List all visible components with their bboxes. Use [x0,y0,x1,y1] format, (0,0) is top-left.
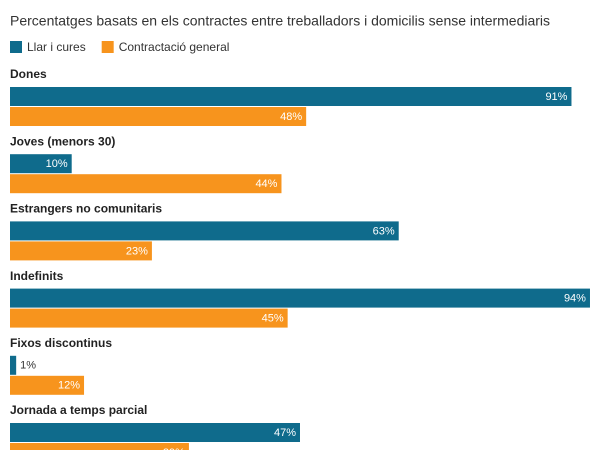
value-label: 91% [545,91,567,103]
value-label: 23% [126,245,148,257]
bar [10,241,152,261]
bar [10,154,72,174]
bar [10,221,399,241]
value-label: 48% [280,111,302,123]
value-label: 44% [255,178,277,190]
value-label: 10% [46,158,68,170]
value-label: 63% [373,225,395,237]
bar [10,308,288,328]
category-label: Fixos discontinus [10,336,112,350]
category-label: Indefinits [10,269,64,283]
category-label: Joves (menors 30) [10,134,115,148]
value-label: 94% [564,293,586,305]
value-label: 12% [58,380,80,392]
bar [10,423,300,442]
value-label: 29% [163,447,185,450]
category-label: Dones [10,67,47,81]
bar [10,174,282,194]
bar [10,355,17,375]
legend-label: Contractació general [119,40,230,54]
category-label: Estrangers no comunitaris [10,202,162,216]
chart-subtitle: Percentatges basats en els contractes en… [10,13,550,29]
bar [10,443,189,450]
value-label: 47% [274,427,296,439]
legend-swatch [101,41,114,53]
legend-swatch [10,41,22,53]
value-label: 45% [262,313,284,325]
bar [10,107,307,126]
category-label: Jornada a temps parcial [10,403,147,417]
bar [10,288,590,308]
legend-label: Llar i cures [27,40,86,54]
value-label: 1% [20,360,36,372]
bar [10,87,572,106]
bar [10,375,85,395]
